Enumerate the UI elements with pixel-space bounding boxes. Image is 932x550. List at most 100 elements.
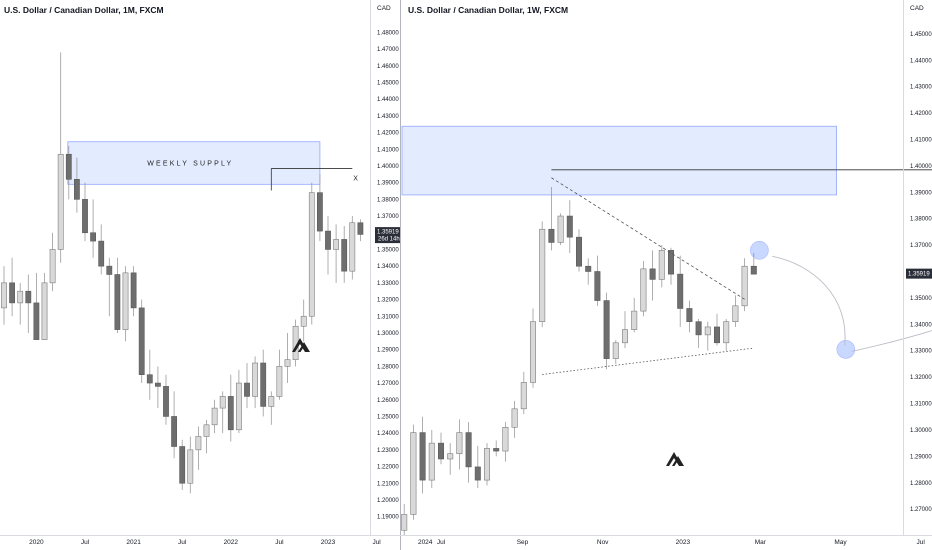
candle: [465, 422, 472, 483]
candle: [667, 247, 674, 285]
projection-curve-down: [772, 255, 846, 346]
candle-body: [333, 239, 339, 250]
candle-body: [474, 466, 481, 481]
candle: [631, 297, 638, 333]
candle: [219, 391, 226, 434]
candle-body: [511, 408, 518, 428]
candle: [447, 443, 454, 475]
candle-body: [1, 282, 7, 309]
time-tick: Jul: [178, 539, 187, 546]
price-tick: 1.39000: [910, 190, 932, 196]
monthly-chart-pane[interactable]: WEEKLY SUPPLY X 1.48000 1.47000 1.46000 1.4…: [1, 0, 433, 546]
candle: [493, 440, 500, 457]
candle: [138, 299, 145, 384]
candle-body: [557, 215, 564, 243]
price-tick: 1.23000: [377, 448, 399, 454]
weekly-chart-title: U.S. Dollar / Canadian Dollar, 1W, FXCM: [408, 5, 568, 15]
candle: [114, 257, 121, 333]
candle-body: [195, 436, 202, 451]
candle: [90, 199, 96, 258]
candle: [502, 422, 509, 462]
candle: [130, 266, 137, 317]
candle-body: [155, 382, 161, 387]
candle-body: [631, 310, 638, 330]
candle-body: [130, 272, 137, 309]
candle-body: [252, 362, 258, 397]
price-tick: 1.42000: [910, 111, 932, 117]
price-tick: 1.41000: [377, 147, 399, 153]
candle-body: [566, 215, 573, 238]
candle: [474, 445, 481, 489]
price-tick: 1.30000: [910, 428, 932, 434]
candle: [1, 266, 7, 325]
weekly-currency-label: CAD: [910, 5, 924, 12]
candle: [49, 232, 56, 292]
price-tick: 1.22000: [377, 465, 399, 471]
candle: [57, 52, 64, 263]
candle-body: [276, 366, 283, 397]
current-price-label: 1.35919: [377, 230, 399, 236]
candle-body: [25, 290, 32, 304]
projection-start-marker: [750, 241, 769, 260]
candle-body: [227, 396, 234, 431]
price-tick: 1.45000: [910, 32, 932, 38]
candle: [203, 419, 210, 454]
price-tick: 1.43000: [377, 114, 399, 120]
price-tick: 1.27000: [377, 381, 399, 387]
price-tick: 1.34000: [910, 322, 932, 328]
candle: [419, 416, 426, 494]
price-tick: 1.45000: [377, 80, 399, 86]
candle: [511, 400, 518, 438]
candle: [603, 292, 610, 370]
candle-body: [300, 315, 307, 327]
price-tick: 1.41000: [910, 137, 932, 143]
logo-icon: [666, 452, 684, 466]
candle: [17, 282, 24, 325]
candle: [300, 299, 307, 342]
current-price-tag: [375, 227, 401, 244]
candle: [106, 257, 113, 317]
candle-body: [179, 446, 186, 484]
candle: [349, 216, 356, 280]
candle: [146, 349, 153, 400]
price-tick: 1.29000: [377, 348, 399, 354]
time-tick: 2023: [321, 539, 336, 546]
price-tick: 1.31000: [910, 402, 932, 408]
time-tick: Jul: [81, 539, 90, 546]
candle-body: [57, 153, 64, 250]
price-tick: 1.28000: [377, 364, 399, 370]
price-tick: 1.19000: [377, 515, 399, 521]
candle-body: [704, 326, 711, 336]
candle: [341, 226, 348, 283]
price-tick: 1.34000: [377, 264, 399, 270]
candle: [640, 260, 647, 317]
bar-countdown-label: 26d 14h: [378, 237, 400, 243]
time-tick: 2021: [126, 539, 141, 546]
price-tick: 1.47000: [377, 47, 399, 53]
candle: [227, 374, 234, 442]
candle-body: [732, 305, 739, 322]
candle-body: [341, 239, 348, 272]
candle: [41, 272, 48, 340]
candle: [82, 182, 88, 242]
candle: [252, 356, 258, 409]
monthly-currency-label: CAD: [377, 5, 391, 12]
candle-body: [357, 222, 364, 235]
candle-body: [9, 282, 15, 304]
candle-body: [90, 232, 96, 242]
candle-body: [621, 329, 628, 344]
candle: [410, 424, 417, 520]
price-tick: 1.38000: [910, 217, 932, 223]
price-tick: 1.26000: [377, 398, 399, 404]
candle-body: [447, 453, 454, 460]
price-tick: 1.37000: [377, 214, 399, 220]
price-tick: 1.20000: [377, 498, 399, 504]
candle: [704, 321, 711, 351]
weekly-chart-pane[interactable]: X 1.450001.440001.430001.420001.410001.4…: [401, 0, 932, 546]
price-tick: 1.24000: [377, 431, 399, 437]
time-tick: May: [834, 539, 847, 546]
candle-body: [465, 432, 472, 468]
time-tick: Jul: [437, 539, 446, 546]
candle: [9, 257, 15, 317]
candle: [163, 374, 169, 425]
